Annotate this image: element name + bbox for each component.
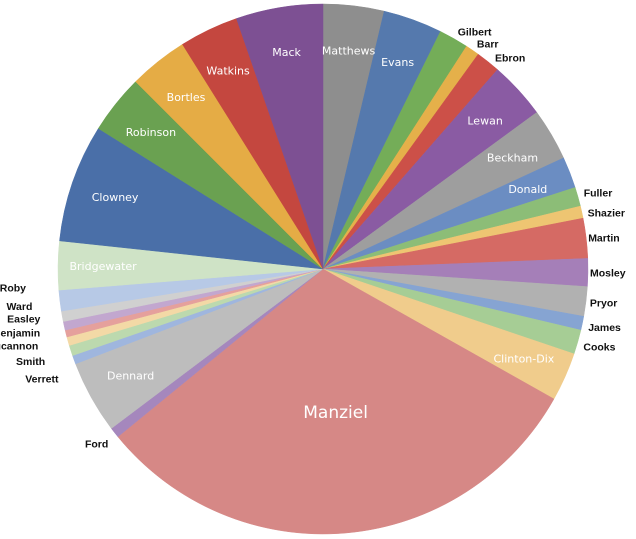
slice-label-bucannon: Bucannon [0,341,38,353]
slice-label-mosley: Mosley [590,268,626,280]
slice-label-pryor: Pryor [590,298,617,310]
slice-label-smith: Smith [16,356,45,368]
slice-label-manziel: Manziel [303,403,368,423]
slice-label-benjamin: Benjamin [0,328,40,340]
pie-slice-clowney [59,128,324,270]
pie-slice-manziel [117,268,555,535]
slice-label-robinson: Robinson [126,126,176,139]
slice-label-gilbert: Gilbert [458,27,492,39]
slice-label-dennard: Dennard [107,370,154,383]
slice-label-fuller: Fuller [584,188,613,200]
slice-label-beckham: Beckham [487,151,538,164]
slice-label-evans: Evans [381,56,414,69]
slice-label-barr: Barr [477,39,499,51]
slice-label-cooks: Cooks [583,341,615,353]
pie-slices [57,3,589,535]
slice-label-mack: Mack [272,46,301,59]
slice-label-verrett: Verrett [25,374,59,386]
slice-label-watkins: Watkins [206,65,250,78]
slice-label-ebron: Ebron [495,52,525,64]
slice-label-easley: Easley [7,314,40,326]
slice-label-clowney: Clowney [92,191,139,204]
slice-label-ford: Ford [85,439,108,451]
slice-label-james: James [588,322,621,334]
slice-label-martin: Martin [588,232,620,244]
slice-label-clinton-dix: Clinton-Dix [494,353,555,366]
slice-label-roby: Roby [0,283,26,295]
pie-slice-mack [236,3,324,270]
slice-label-bridgewater: Bridgewater [69,260,137,273]
slice-label-donald: Donald [508,183,547,196]
slice-label-bortles: Bortles [167,91,206,104]
slice-label-shazier: Shazier [588,207,625,219]
slice-label-matthews: Matthews [322,45,376,58]
slice-label-lewan: Lewan [467,114,502,127]
slice-label-ward: Ward [7,301,33,313]
